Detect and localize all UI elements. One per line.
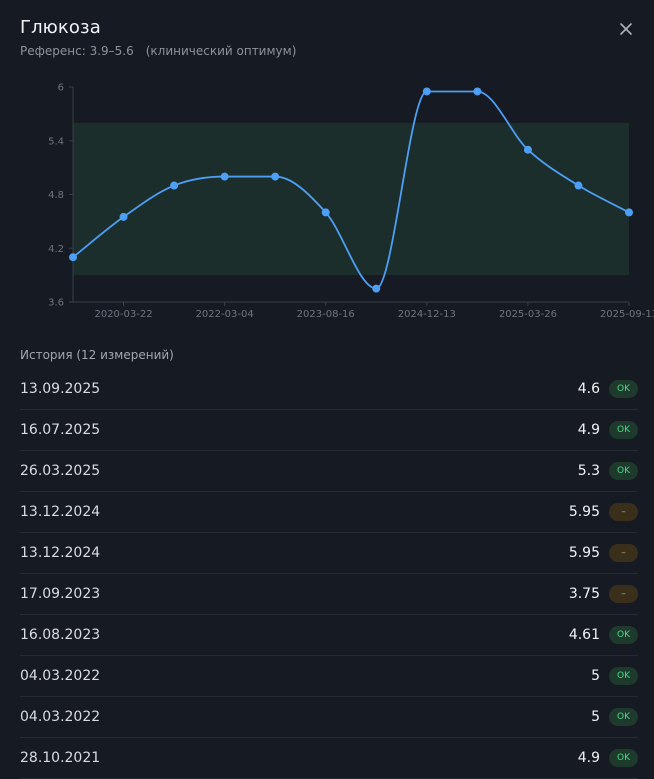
reference-band — [73, 122, 629, 276]
history-label: История (12 измерений) — [20, 348, 174, 362]
measurement-value: 5.3 — [577, 463, 600, 479]
measurement-value: 5 — [591, 668, 600, 684]
measurement-date: 13.12.2024 — [20, 504, 101, 520]
status-badge: OK — [609, 749, 638, 767]
data-point — [170, 181, 179, 190]
y-tick-label: 4.2 — [48, 244, 64, 255]
status-badge: – — [609, 503, 638, 521]
x-tick-label: 2020-03-22 — [94, 309, 152, 320]
list-item[interactable]: 17.09.2023 3.75– — [20, 574, 638, 615]
measurement-value: 4.9 — [577, 422, 600, 438]
measurement-value: 4.61 — [568, 627, 600, 643]
data-point — [271, 172, 280, 181]
measurement-date: 04.03.2022 — [20, 709, 101, 725]
status-badge: OK — [609, 421, 638, 439]
reference-range: Референс: 3.9–5.6 (клинический оптимум) — [20, 44, 296, 58]
data-point — [422, 87, 431, 96]
measurement-value: 5.95 — [568, 545, 600, 561]
measurement-date: 16.07.2025 — [20, 422, 101, 438]
status-badge: OK — [609, 708, 638, 726]
reference-text: Референс: 3.9–5.6 — [20, 44, 134, 58]
status-badge: – — [609, 544, 638, 562]
glucose-chart: 6 5.4 4.8 4.2 3.6 2020-03-22 2022-03-04 2023-08… — [48, 83, 654, 321]
measurement-value: 5.95 — [568, 504, 600, 520]
data-point — [523, 145, 532, 154]
measurement-date: 28.10.2021 — [20, 750, 101, 766]
x-tick-label: 2023-08-16 — [297, 309, 355, 320]
measurement-date: 17.09.2023 — [20, 586, 101, 602]
close-icon[interactable] — [616, 19, 636, 39]
x-tick-label: 2025-03-26 — [499, 309, 557, 320]
list-item[interactable]: 04.03.2022 5 OK — [20, 656, 638, 697]
data-point — [119, 212, 128, 221]
measurement-date: 26.03.2025 — [20, 463, 101, 479]
measurement-date: 16.08.2023 — [20, 627, 101, 643]
status-badge: OK — [609, 667, 638, 685]
measurement-date: 13.09.2025 — [20, 381, 101, 397]
measurement-date: 04.03.2022 — [20, 668, 101, 684]
list-item[interactable]: 26.03.2025 5.3 OK — [20, 451, 638, 492]
y-tick-label: 3.6 — [48, 298, 64, 309]
y-tick-label: 5.4 — [48, 136, 64, 147]
measurement-value: 3.75 — [568, 586, 600, 602]
data-point — [69, 253, 77, 262]
status-badge: – — [609, 585, 638, 603]
list-item[interactable]: 16.07.2025 4.9 OK — [20, 410, 638, 451]
list-item[interactable]: 13.12.2024 5.95– — [20, 492, 638, 533]
page-title: Глюкоза — [20, 17, 101, 38]
data-point — [220, 172, 229, 181]
measurement-value: 4.6 — [577, 381, 600, 397]
data-point — [625, 208, 633, 217]
x-tick-label: 2022-03-04 — [196, 309, 254, 320]
status-badge: OK — [609, 626, 638, 644]
x-tick-label: 2025-09-13 — [600, 309, 654, 320]
measurement-value: 4.9 — [577, 750, 600, 766]
measurement-date: 13.12.2024 — [20, 545, 101, 561]
status-badge: OK — [609, 462, 638, 480]
list-item[interactable]: 04.03.2022 5 OK — [20, 697, 638, 738]
x-tick-label: 2024-12-13 — [398, 309, 456, 320]
data-point — [574, 181, 583, 190]
y-tick-label: 6 — [58, 83, 64, 94]
list-item[interactable]: 13.09.2025 4.6 OK — [20, 369, 638, 410]
list-item[interactable]: 13.12.2024 5.95– — [20, 533, 638, 574]
measurement-value: 5 — [591, 709, 600, 725]
history-list: 13.09.2025 4.6 OK 16.07.2025 4.9 OK 26.03.2025… — [0, 369, 654, 779]
list-item[interactable]: 16.08.2023 4.61 OK — [20, 615, 638, 656]
reference-note: (клинический оптимум) — [145, 44, 297, 58]
data-point — [321, 208, 330, 217]
status-badge: OK — [609, 380, 638, 398]
list-item[interactable]: 28.10.2021 4.9 OK — [20, 738, 638, 779]
y-tick-label: 4.8 — [48, 190, 64, 201]
data-point — [473, 87, 482, 96]
data-point — [372, 284, 381, 293]
